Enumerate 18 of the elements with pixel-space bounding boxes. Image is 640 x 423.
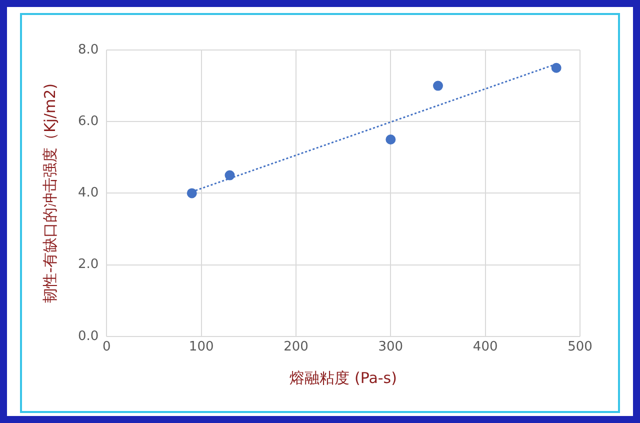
x-tick-label: 200 [284, 340, 308, 355]
y-tick-label: 0.0 [78, 328, 99, 344]
y-tick-label: 8.0 [78, 42, 99, 58]
y-tick-label: 2.0 [78, 257, 99, 272]
x-tick-label: 400 [472, 340, 498, 355]
point [186, 188, 197, 198]
x-axis-title: 熔融粘度 (Pa-s) [290, 368, 397, 387]
point [433, 80, 444, 91]
x-tick-label: 0 [102, 340, 111, 355]
point [551, 62, 562, 73]
y-tick-label: 6.0 [78, 114, 99, 129]
y-axis-title: 韧性-有缺口的冲击强度（Kj/m2) [40, 83, 59, 303]
y-tick-label: 4.0 [78, 186, 99, 201]
x-tick-label: 100 [188, 340, 214, 355]
x-tick-label: 300 [378, 340, 404, 355]
x-tick-label: 500 [568, 340, 592, 355]
point [386, 134, 396, 144]
point [224, 170, 235, 180]
